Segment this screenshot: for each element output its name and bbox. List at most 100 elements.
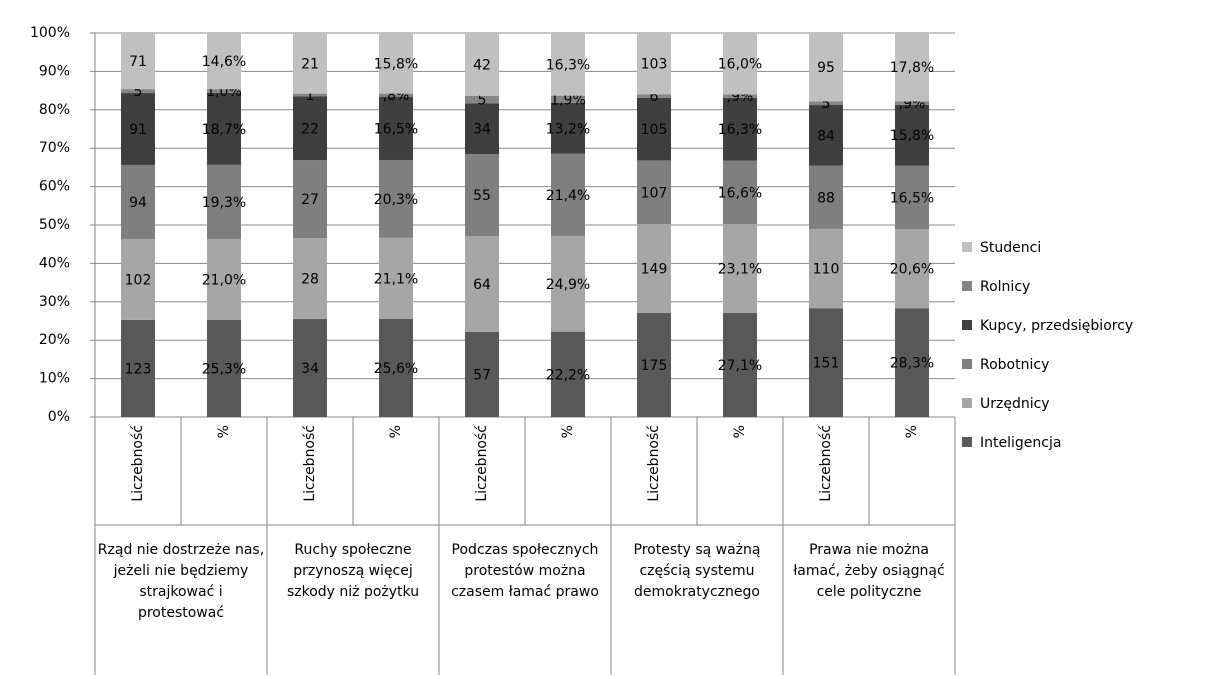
y-tick-label: 90%	[39, 63, 70, 79]
x-tick-label: %	[388, 425, 404, 438]
y-tick-label: 10%	[39, 371, 70, 387]
data-label: 21,1%	[374, 271, 418, 287]
bar-segment	[207, 164, 241, 240]
legend-swatch	[962, 398, 972, 408]
data-label: 107	[641, 185, 668, 201]
data-label: 5	[822, 96, 831, 112]
group-label: Podczas społecznych protestów można czas…	[451, 542, 599, 600]
bar-segment	[637, 224, 671, 313]
bar-segment	[551, 95, 585, 103]
legend-swatch	[962, 437, 972, 447]
bar-segment	[637, 94, 671, 98]
bar-segment	[207, 319, 241, 417]
data-label: 95	[817, 60, 835, 76]
bar-segment	[379, 93, 413, 97]
group-label-box: Ruchy społeczne przynoszą więcej szkody …	[286, 542, 420, 600]
data-label: 103	[641, 57, 668, 73]
data-label: 20,6%	[890, 262, 934, 278]
data-label: 21,4%	[546, 188, 590, 204]
data-label: 123	[125, 361, 152, 377]
bar-segment	[809, 33, 843, 102]
bar-segment	[809, 105, 843, 166]
data-label: 24,9%	[546, 277, 590, 293]
data-label: 15,8%	[374, 56, 418, 72]
x-tick-label: %	[904, 425, 920, 438]
bar-segment	[723, 224, 757, 313]
data-label: 16,0%	[718, 57, 762, 73]
bar-segment	[207, 239, 241, 320]
data-label: 27	[301, 192, 319, 208]
bar-segment	[121, 319, 155, 417]
bar-segment	[637, 312, 671, 417]
bar-segment	[723, 97, 757, 161]
bar-segment	[293, 33, 327, 94]
bar-segment	[809, 228, 843, 309]
data-label: 14,6%	[202, 54, 246, 70]
data-label: 34	[301, 361, 319, 377]
y-tick-label: 0%	[48, 409, 70, 425]
y-tick-label: 100%	[30, 25, 70, 41]
bar-segment	[293, 160, 327, 238]
data-label: 175	[641, 358, 668, 374]
bar-segment	[895, 104, 929, 166]
data-label: 16,3%	[546, 57, 590, 73]
y-tick-label: 70%	[39, 140, 70, 156]
data-label: 28	[301, 271, 319, 287]
bar-segment	[379, 33, 413, 94]
bar-segment	[895, 308, 929, 417]
bar-segment	[895, 101, 929, 105]
bar-segment	[207, 33, 241, 90]
data-label: 22,2%	[546, 367, 590, 383]
y-tick-label: 50%	[39, 217, 70, 233]
bar-segment	[723, 33, 757, 95]
bar-segment	[465, 331, 499, 417]
group-label: Rząd nie dostrzeże nas, jeżeli nie będzi…	[97, 542, 265, 621]
x-tick-label: %	[732, 425, 748, 438]
data-label: 23,1%	[718, 262, 762, 278]
legend-label: Urzędnicy	[980, 396, 1050, 412]
bar-segment	[551, 235, 585, 332]
data-label: 21	[301, 56, 319, 72]
data-label: 6	[650, 89, 659, 105]
legend-label: Inteligencja	[980, 435, 1061, 451]
bar-segment	[551, 102, 585, 154]
x-tick-label: Liczebność	[474, 425, 490, 502]
x-tick-label: Liczebność	[818, 425, 834, 502]
group-label: Prawa nie można łamać, żeby osiągnąć cel…	[793, 542, 945, 600]
bar-segment	[723, 94, 757, 98]
group-label-box: Rząd nie dostrzeże nas, jeżeli nie będzi…	[97, 542, 265, 621]
data-label: 13,2%	[546, 121, 590, 137]
legend-swatch	[962, 359, 972, 369]
bar-segment	[379, 96, 413, 160]
legend-swatch	[962, 242, 972, 252]
data-label: 110	[813, 262, 840, 278]
data-label: 20,3%	[374, 192, 418, 208]
y-tick-label: 60%	[39, 179, 70, 195]
data-label: 21,0%	[202, 272, 246, 288]
y-tick-label: 80%	[39, 102, 70, 118]
bar-segment	[895, 33, 929, 102]
data-label: 22	[301, 121, 319, 137]
data-label: 15,8%	[890, 128, 934, 144]
bar-segment	[723, 312, 757, 417]
y-tick-label: 40%	[39, 255, 70, 271]
data-label: 151	[813, 356, 840, 372]
data-label: 25,3%	[202, 361, 246, 377]
data-label: 34	[473, 122, 491, 138]
bar-segment	[723, 160, 757, 225]
group-label: Ruchy społeczne przynoszą więcej szkody …	[286, 542, 420, 600]
bar-segment	[809, 101, 843, 106]
bar-segment	[809, 165, 843, 229]
bar-segment	[121, 33, 155, 90]
data-label: 17,8%	[890, 60, 934, 76]
data-label: 94	[129, 195, 147, 211]
bar-segment	[895, 165, 929, 230]
data-label: 19,3%	[202, 195, 246, 211]
bar-segment	[121, 164, 155, 240]
legend-label: Robotnicy	[980, 357, 1049, 373]
bar-segment	[293, 93, 327, 97]
data-label: 1,9%	[550, 92, 586, 108]
group-label-box: Prawa nie można łamać, żeby osiągnąć cel…	[793, 542, 945, 600]
data-label: 84	[817, 128, 835, 144]
